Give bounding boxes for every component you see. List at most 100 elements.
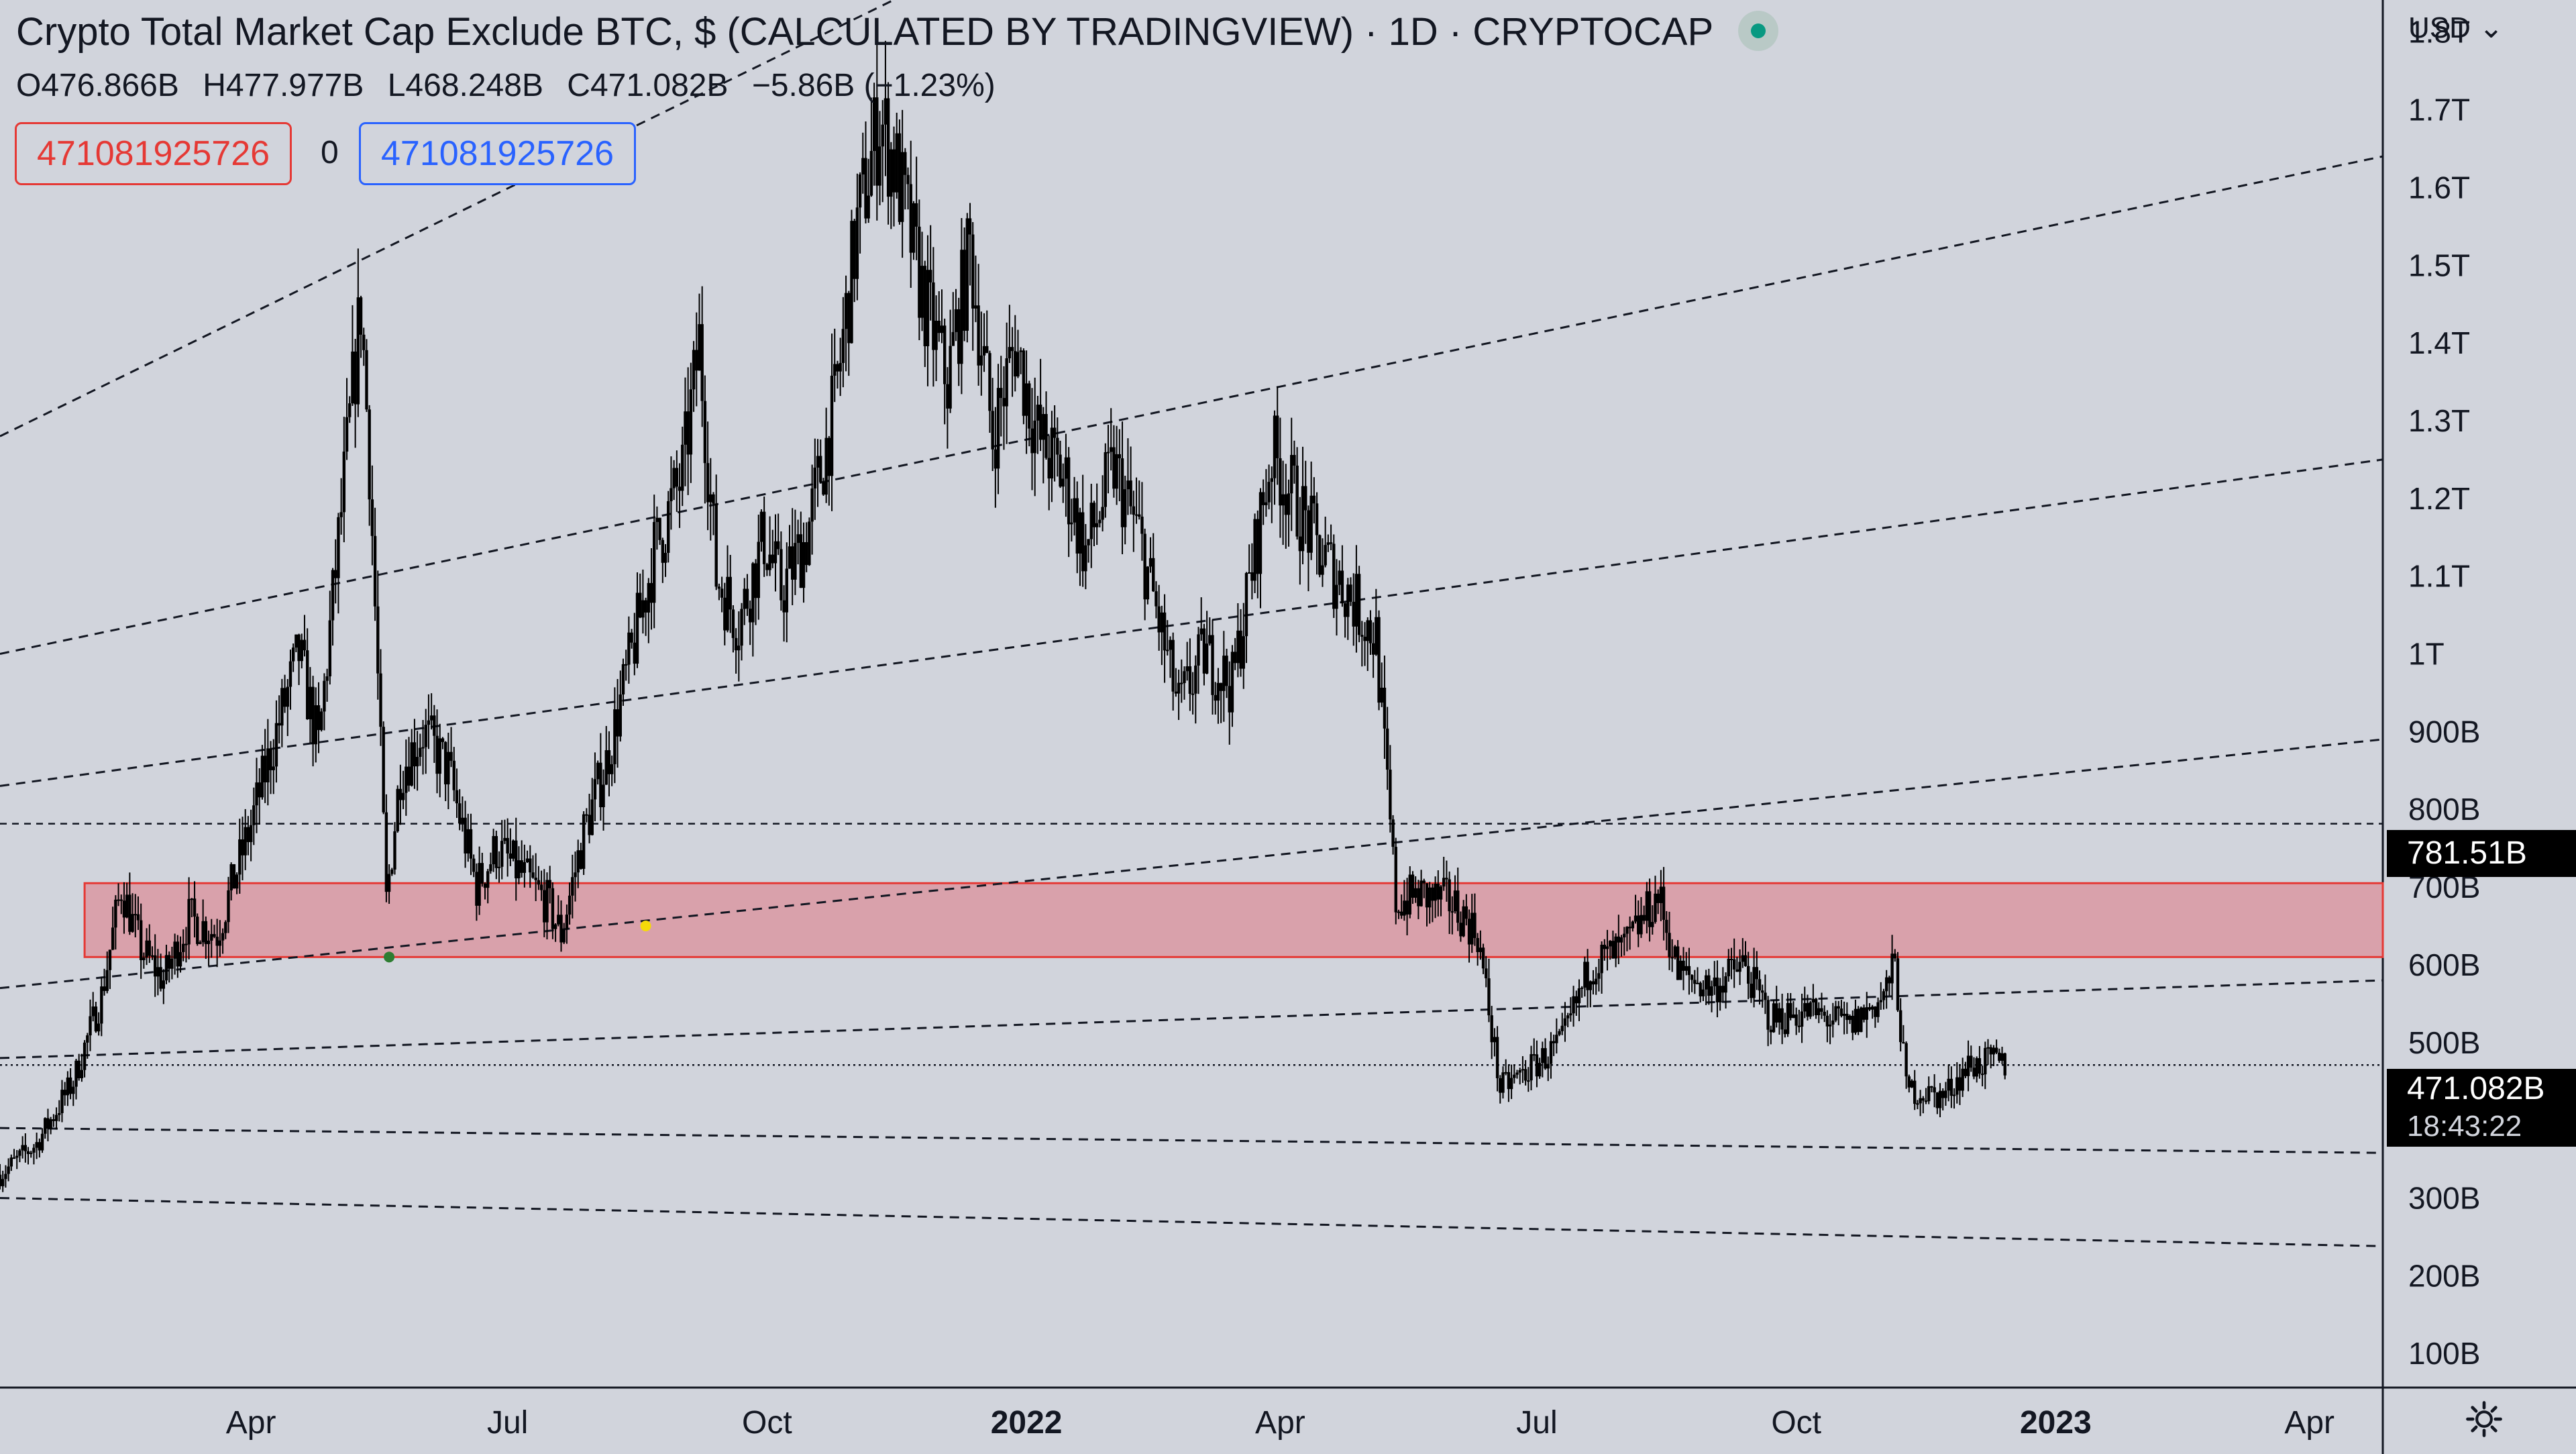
candle-body: [714, 503, 718, 587]
candle-body: [1267, 482, 1271, 503]
candle-body: [1419, 880, 1423, 906]
candle-body: [1453, 890, 1457, 912]
candle-body: [1532, 1054, 1536, 1056]
candle-body: [723, 597, 727, 631]
candle-body: [2003, 1053, 2006, 1076]
candle-body: [1656, 893, 1660, 903]
candle-body: [1120, 458, 1124, 527]
candle-body: [1261, 492, 1265, 505]
candle-body: [943, 325, 947, 384]
candle-body: [170, 958, 174, 969]
candle-body: [1326, 542, 1330, 546]
candle-body: [503, 837, 506, 841]
trend-line[interactable]: [0, 738, 2383, 990]
candle-body: [1256, 519, 1259, 574]
candle-body: [949, 346, 952, 409]
trend-line[interactable]: [0, 155, 2383, 655]
candle-body: [328, 620, 332, 677]
candle-body: [909, 184, 912, 253]
chart-legend-title[interactable]: Crypto Total Market Cap Exclude BTC, $ (…: [16, 9, 1779, 55]
candle-body: [954, 309, 958, 332]
candle-body: [269, 748, 272, 770]
indicator-value-red[interactable]: 471081925726: [15, 122, 292, 185]
trend-line[interactable]: [0, 979, 2383, 1059]
x-axis-ticks[interactable]: Apr Jul Oct 2022 Apr Jul Oct 2023 Apr: [226, 1405, 2334, 1441]
resistance-zone[interactable]: [83, 882, 2384, 958]
candle-body: [951, 331, 955, 346]
candle-body: [1975, 1058, 1978, 1077]
candle-body: [1933, 1087, 1936, 1093]
candle-body: [1417, 888, 1420, 906]
candle-body: [1366, 620, 1369, 641]
candle-body: [1321, 565, 1324, 575]
candle-body: [647, 582, 651, 613]
candle-body: [494, 836, 498, 868]
candle-body: [928, 270, 932, 282]
candle-body: [1413, 888, 1417, 898]
candle-body: [1676, 946, 1680, 980]
candle-body: [1439, 886, 1443, 900]
candle-body: [1301, 486, 1305, 552]
candle-body: [1916, 1103, 1919, 1105]
candle-body: [466, 829, 470, 853]
candle-body: [604, 750, 608, 785]
candle-body: [176, 941, 180, 967]
candle-body: [1927, 1086, 1931, 1102]
candle-body: [1966, 1055, 1970, 1076]
indicator-value-blue[interactable]: 471081925726: [359, 122, 637, 185]
candle-body: [1214, 694, 1217, 701]
candle-body: [405, 766, 408, 793]
candle-body: [748, 609, 752, 623]
settings-gear-icon[interactable]: [2463, 1398, 2505, 1440]
candle-body: [1287, 493, 1291, 515]
trend-line[interactable]: [0, 0, 1083, 437]
candle-body: [1, 1179, 5, 1186]
candle-body: [150, 955, 154, 957]
candle-body: [974, 305, 977, 309]
candle-body: [906, 174, 910, 185]
candle-body: [1938, 1090, 1942, 1108]
candle-body: [305, 650, 309, 719]
candle-body: [272, 766, 275, 770]
candle-body: [1806, 1002, 1809, 1017]
trend-line[interactable]: [0, 1196, 2383, 1247]
candle-body: [1803, 1002, 1807, 1012]
candle-body: [1078, 512, 1082, 554]
candle-body: [1335, 584, 1338, 609]
candle-body: [1515, 1072, 1519, 1075]
y-axis-ticks[interactable]: 100B200B300B400B500B600B700B800B900B1T1.…: [2408, 15, 2480, 1371]
candle-body: [173, 941, 176, 959]
candle-body: [1448, 879, 1451, 912]
candle-body: [858, 174, 862, 208]
candle-body: [1874, 1006, 1877, 1017]
candle-body: [655, 517, 659, 522]
y-tick-label: 300B: [2408, 1180, 2480, 1215]
candle-body: [1247, 572, 1251, 574]
trend-lines-layer[interactable]: [0, 0, 2383, 1247]
candle-body: [1194, 665, 1197, 694]
ohlc-legend: O476.866B H477.977B L468.248B C471.082B …: [16, 67, 1010, 104]
candle-body: [1614, 936, 1617, 959]
candle-body: [1084, 545, 1087, 572]
candle-body: [1893, 953, 1896, 959]
trend-line[interactable]: [0, 458, 2383, 787]
candle-body: [1958, 1077, 1962, 1091]
trend-line[interactable]: [0, 1127, 2383, 1154]
candle-body: [1174, 691, 1178, 694]
candle-body: [796, 534, 800, 543]
candle-body: [1761, 990, 1764, 993]
candle-body: [1298, 536, 1302, 552]
candle-body: [410, 742, 413, 786]
candle-body: [103, 986, 106, 991]
candle-body: [639, 592, 642, 618]
candle-body: [1738, 962, 1741, 972]
currency-selector[interactable]: USD ⌄: [2408, 11, 2504, 45]
candle-body: [117, 899, 120, 901]
candle-body: [768, 554, 771, 570]
resistance-zone-layer[interactable]: [0, 823, 2384, 1066]
candle-body: [311, 686, 315, 745]
candle-body: [18, 1150, 21, 1156]
candle-body: [227, 890, 230, 923]
candle-body: [54, 1114, 58, 1121]
